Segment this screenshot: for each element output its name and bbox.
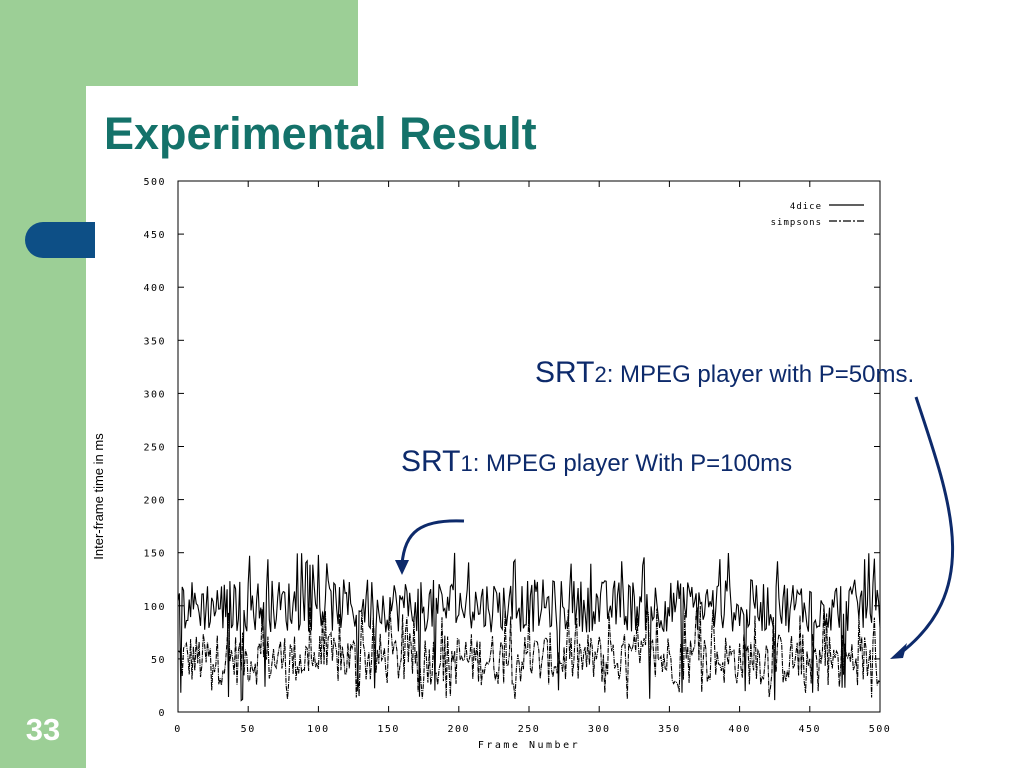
srt2-subscript: 2 bbox=[594, 362, 607, 387]
x-tick-label: 150 bbox=[377, 724, 400, 735]
srt2-annotation: SRT2: MPEG player with P=50ms. bbox=[535, 356, 914, 390]
y-tick-label: 150 bbox=[143, 549, 166, 560]
x-tick-label: 400 bbox=[728, 724, 751, 735]
y-tick-label: 450 bbox=[143, 230, 166, 241]
x-tick-label: 300 bbox=[588, 724, 611, 735]
y-tick-label: 250 bbox=[143, 443, 166, 454]
series-line-4dice bbox=[177, 552, 881, 702]
srt2-arrowhead bbox=[890, 643, 907, 659]
x-tick-label: 250 bbox=[518, 724, 541, 735]
x-tick-label: 450 bbox=[799, 724, 822, 735]
y-tick-label: 350 bbox=[143, 336, 166, 347]
srt1-description: : MPEG player With P=100ms bbox=[472, 450, 793, 477]
x-tick-label: 100 bbox=[307, 724, 330, 735]
srt1-prefix: SRT bbox=[401, 445, 461, 478]
srt2-description: : MPEG player with P=50ms. bbox=[606, 361, 915, 388]
srt2-arrow bbox=[897, 396, 955, 657]
x-tick-label: 50 bbox=[241, 724, 256, 735]
y-tick-label: 400 bbox=[143, 283, 166, 294]
legend-label-simpsons: simpsons bbox=[771, 218, 822, 228]
y-tick-label: 300 bbox=[143, 389, 166, 400]
y-tick-label: 200 bbox=[143, 496, 166, 507]
series-line-simpsons bbox=[177, 605, 881, 700]
y-axis-label: Inter-frame time in ms bbox=[91, 433, 106, 560]
x-axis-label: Frame Number bbox=[478, 740, 580, 751]
srt2-prefix: SRT bbox=[535, 356, 595, 389]
y-tick-label: 100 bbox=[143, 602, 166, 613]
slide-title: Experimental Result bbox=[104, 108, 537, 159]
navy-tab-marker bbox=[25, 222, 95, 258]
axis-ticks: 0 50 100 150 200 250 300 350 400 450 500 0 50 100 150 2… bbox=[143, 177, 892, 735]
x-tick-label: 350 bbox=[658, 724, 681, 735]
srt1-arrowhead bbox=[395, 560, 409, 575]
legend-label-4dice: 4dice bbox=[790, 202, 822, 212]
x-tick-label: 200 bbox=[448, 724, 471, 735]
page-number: 33 bbox=[25, 712, 61, 747]
y-tick-label: 50 bbox=[151, 655, 166, 666]
plot-data bbox=[177, 552, 881, 702]
y-tick-label: 500 bbox=[143, 177, 166, 188]
legend: 4dice simpsons bbox=[771, 202, 864, 228]
annotation-arrows bbox=[395, 396, 955, 659]
srt1-annotation: SRT1: MPEG player With P=100ms bbox=[401, 445, 792, 479]
x-tick-label: 0 bbox=[174, 724, 182, 735]
srt1-arrow bbox=[400, 519, 465, 565]
green-side-band bbox=[0, 0, 86, 768]
x-tick-label: 500 bbox=[869, 724, 892, 735]
srt1-subscript: 1 bbox=[460, 451, 473, 476]
y-tick-label: 0 bbox=[158, 708, 166, 719]
